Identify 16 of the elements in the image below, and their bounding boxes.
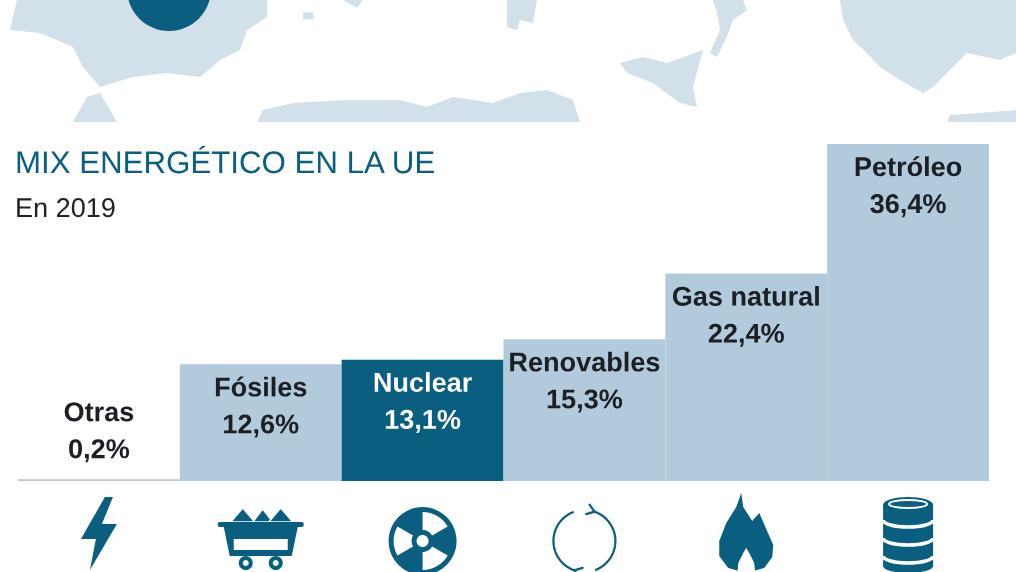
bar <box>341 359 504 481</box>
bar <box>179 364 342 481</box>
x-tick-label: Renovables <box>510 351 660 372</box>
data-label: 36,4% <box>870 194 946 218</box>
x-tick-label: Gas natural <box>672 285 819 306</box>
data-label: 22,4% <box>708 323 784 347</box>
data-label: 15,3% <box>547 389 623 413</box>
x-tick-label: Petróleo <box>855 156 962 177</box>
chart-title: MIX ENERGÉTICO EN LA UE <box>17 145 434 174</box>
data-label: 12,6% <box>224 414 299 438</box>
x-tick-label: Nuclear <box>374 372 472 392</box>
data-label: 0,2% <box>69 439 130 463</box>
x-tick-label: Otras <box>64 402 134 422</box>
data-label: 13,1% <box>385 409 461 433</box>
x-tick-label: Fósiles <box>215 376 307 397</box>
text: En 2019 <box>17 198 115 218</box>
